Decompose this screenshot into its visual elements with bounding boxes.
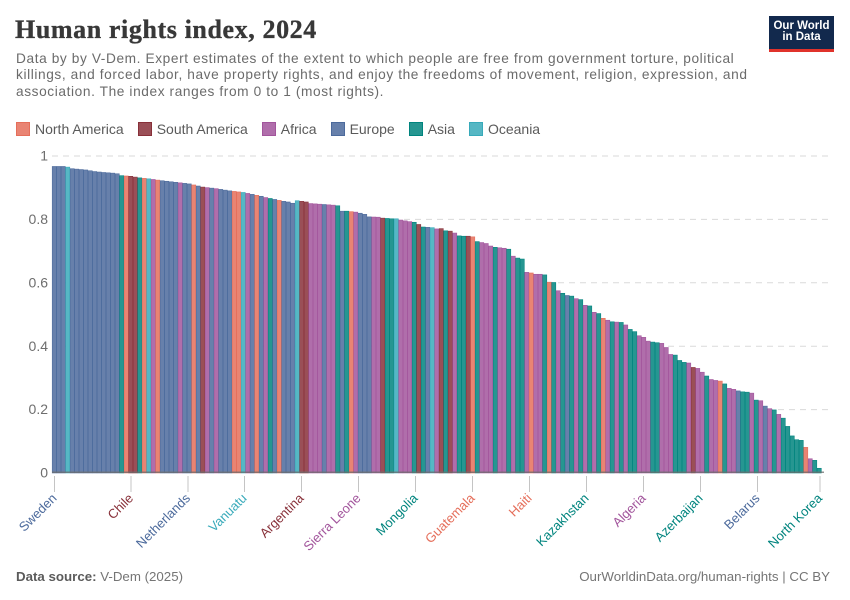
svg-text:Sweden: Sweden — [16, 491, 60, 535]
svg-text:North Korea: North Korea — [765, 490, 826, 551]
svg-text:0.8: 0.8 — [29, 211, 49, 227]
svg-text:0.2: 0.2 — [29, 401, 49, 417]
svg-text:Vanuatu: Vanuatu — [205, 491, 249, 535]
svg-text:0: 0 — [40, 465, 48, 481]
svg-text:Netherlands: Netherlands — [133, 490, 194, 551]
svg-text:0.4: 0.4 — [29, 338, 49, 354]
svg-text:Algeria: Algeria — [609, 490, 649, 530]
svg-text:Guatemala: Guatemala — [422, 490, 478, 546]
svg-text:1: 1 — [40, 148, 48, 164]
svg-text:Azerbaijan: Azerbaijan — [652, 491, 706, 545]
svg-text:Haiti: Haiti — [506, 490, 535, 519]
svg-text:Argentina: Argentina — [257, 490, 308, 541]
svg-text:0.6: 0.6 — [29, 274, 49, 290]
svg-text:Sierra Leone: Sierra Leone — [300, 491, 363, 554]
svg-text:Kazakhstan: Kazakhstan — [533, 491, 592, 550]
svg-text:Mongolia: Mongolia — [373, 490, 421, 538]
svg-text:Chile: Chile — [105, 491, 137, 523]
svg-text:Belarus: Belarus — [721, 490, 763, 532]
